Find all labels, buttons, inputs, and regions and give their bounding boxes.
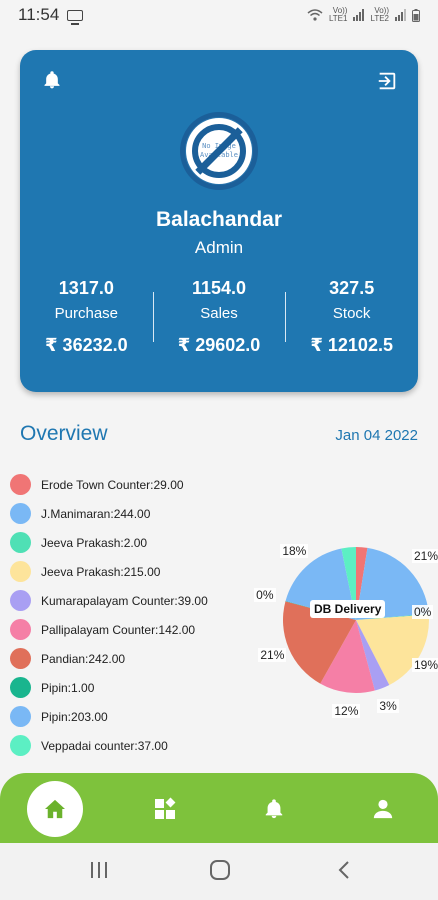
legend-swatch [10,677,31,698]
pie-slice[interactable] [356,613,429,620]
nav-profile[interactable] [355,781,411,837]
logout-icon[interactable] [376,70,398,92]
legend-label: Veppadai counter:37.00 [41,738,168,753]
legend-label: J.Manimaran:244.00 [41,506,151,521]
legend-label: Jeeva Prakash:215.00 [41,564,161,579]
legend-item: Erode Town Counter:29.00 [10,470,208,499]
stat-stock[interactable]: 327.5 Stock ₹ 12102.5 [285,278,418,356]
pie-slice-label: 0% [254,587,276,602]
pie-slice-label: 3% [377,698,399,713]
legend-label: Pipin:203.00 [41,709,108,724]
user-role: Admin [194,238,244,257]
pie-slice-label: 21% [412,548,438,563]
legend-item: Kumarapalayam Counter:39.00 [10,586,208,615]
pie-slice[interactable] [320,620,375,693]
bell-icon[interactable] [42,70,62,90]
legend-item: Pipin:203.00 [10,702,208,731]
legend-label: Erode Town Counter:29.00 [41,477,184,492]
stat-qty: 1154.0 [191,278,247,298]
status-bar: 11:54 Vo)) LTE1 Vo)) LTE2 [0,0,438,30]
bottom-nav [0,773,438,843]
wifi-icon [307,9,323,21]
legend-item: Jeeva Prakash:2.00 [10,528,208,557]
stat-label: Sales [200,305,238,322]
stat-qty: 327.5 [329,278,375,298]
legend-item: J.Manimaran:244.00 [10,499,208,528]
pie-slice[interactable] [356,620,390,691]
legend-label: Pallipalayam Counter:142.00 [41,622,196,637]
pie-chart[interactable]: DB Delivery 21% 0% 19% 3% 12% 21% 0% 18% [246,505,438,720]
legend-swatch [10,532,31,553]
home-circle-icon[interactable] [208,859,232,881]
pie-slice[interactable] [356,614,429,685]
legend-label: Pipin:1.00 [41,680,95,695]
carrier-2-label: Vo)) LTE2 [370,6,389,23]
overview-title: Overview [20,422,108,445]
stat-label: Purchase [54,305,119,322]
pie-slice-label: 18% [280,544,309,559]
legend-swatch [10,735,31,756]
pie-slice[interactable] [283,601,356,684]
carrier-1-label: Vo)) LTE1 [328,6,348,23]
legend-label: Jeeva Prakash:2.00 [41,535,148,550]
no-image-placeholder: No Image Available [186,118,252,184]
nav-home[interactable] [27,781,83,837]
back-icon[interactable] [334,859,356,881]
user-name: Balachandar [155,208,283,231]
stat-sales[interactable]: 1154.0 Sales ₹ 29602.0 [152,278,286,356]
avatar[interactable]: No Image Available [180,112,258,190]
profile-card: No Image Available Balachandar Admin 131… [20,50,418,392]
stats-row: 1317.0 Purchase ₹ 36232.0 1154.0 Sales ₹… [20,278,418,356]
pie-center-label: DB Delivery [310,600,386,618]
legend-label: Kumarapalayam Counter:39.00 [41,593,208,608]
home-icon [45,799,65,819]
legend-swatch [10,503,31,524]
chart-legend: Erode Town Counter:29.00 J.Manimaran:244… [10,470,208,760]
stat-amount: ₹ 36232.0 [45,335,128,355]
legend-item: Pandian:242.00 [10,644,208,673]
pie-slice-label: 21% [258,648,287,663]
battery-icon [412,8,420,22]
legend-swatch [10,561,31,582]
legend-swatch [10,706,31,727]
legend-item: Pallipalayam Counter:142.00 [10,615,208,644]
stat-qty: 1317.0 [58,278,114,298]
dashboard-icon [155,797,176,819]
stat-amount: ₹ 12102.5 [310,335,393,355]
screencast-icon [67,9,84,25]
legend-swatch [10,474,31,495]
status-indicators: Vo)) LTE1 Vo)) LTE2 [307,7,420,23]
stat-purchase[interactable]: 1317.0 Purchase ₹ 36232.0 [20,278,153,356]
stat-amount: ₹ 29602.0 [177,335,261,355]
status-time: 11:54 [18,5,60,24]
legend-item: Jeeva Prakash:215.00 [10,557,208,586]
signal-2-icon [395,9,406,21]
legend-item: Veppadai counter:37.00 [10,731,208,760]
legend-swatch [10,648,31,669]
person-icon [373,799,393,819]
legend-label: Pandian:242.00 [41,651,126,666]
pie-slice-label: 19% [412,657,438,672]
nav-notifications[interactable] [246,781,302,837]
signal-1-icon [353,9,365,21]
stat-label: Stock [332,305,371,322]
legend-item: Pipin:1.00 [10,673,208,702]
system-nav-bar [0,843,438,900]
pie-slice-label: 12% [332,704,361,718]
bell-icon [265,799,283,819]
legend-swatch [10,619,31,640]
nav-dashboard[interactable] [137,781,193,837]
pie-slice-label: 0% [412,604,434,619]
overview-date[interactable]: Jan 04 2022 [335,427,418,444]
recent-apps-icon[interactable] [88,859,110,881]
legend-swatch [10,590,31,611]
